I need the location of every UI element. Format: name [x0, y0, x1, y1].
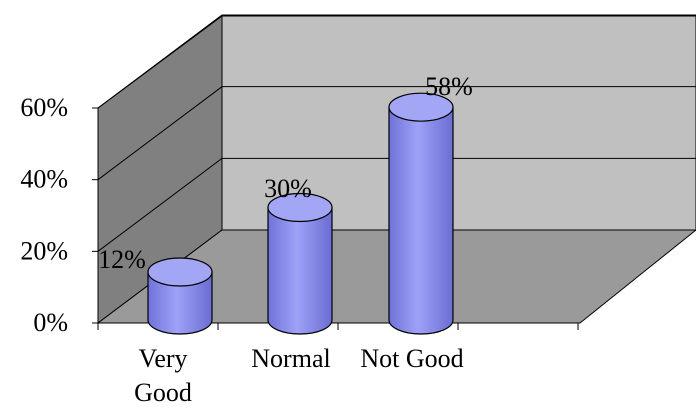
- bar-top: [267, 192, 333, 223]
- y-tick-label: 60%: [20, 93, 68, 122]
- x-tick-label: Very Good: [134, 344, 192, 407]
- y-tick-label: 0%: [33, 308, 68, 337]
- gridline: [97, 14, 696, 109]
- bar-top: [388, 92, 454, 122]
- data-label: 12%: [98, 245, 146, 274]
- x-tick-label: Normal: [251, 344, 330, 373]
- y-tick-label: 20%: [20, 236, 68, 265]
- bar-body: [147, 271, 213, 335]
- y-tick-label: 40%: [20, 165, 68, 194]
- gridline: [97, 157, 696, 252]
- x-tick-label: Not Good: [360, 344, 463, 373]
- bar-not-good: [388, 92, 454, 335]
- gridline: [97, 86, 696, 181]
- bar-very-good: [147, 257, 213, 335]
- data-label: 30%: [264, 174, 312, 203]
- bar-body: [267, 206, 333, 335]
- gridlines: [97, 14, 696, 252]
- bar-normal: [267, 192, 333, 335]
- bar-top: [147, 257, 213, 287]
- bar-body: [388, 106, 454, 335]
- data-label: 58%: [425, 72, 473, 101]
